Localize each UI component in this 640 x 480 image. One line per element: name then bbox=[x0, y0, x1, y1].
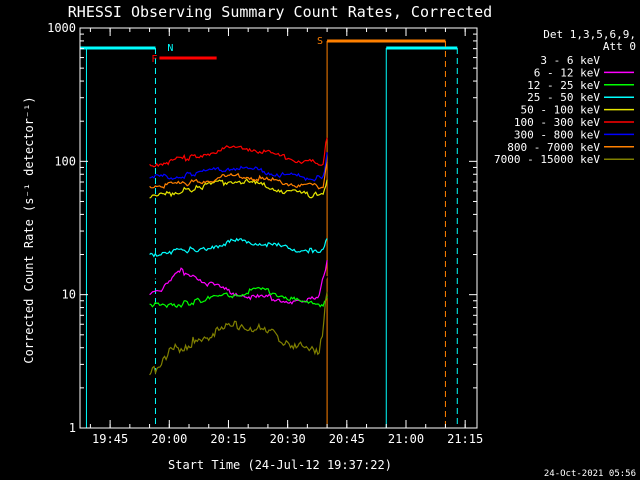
legend-label-8: 7000 - 15000 keV bbox=[494, 153, 600, 166]
axes: 1 10 100 1000 19:45 20:00 20:15 20:30 20:45 21:00… bbox=[47, 21, 483, 446]
series-6 bbox=[149, 152, 328, 182]
series-5 bbox=[149, 137, 328, 168]
x-tick-label-5: 21:00 bbox=[388, 432, 424, 446]
legend-label-0: 3 - 6 keV bbox=[540, 54, 600, 67]
legend-header-det: Det 1,3,5,6,9, bbox=[543, 28, 636, 41]
series-line-3 bbox=[149, 237, 328, 258]
legend-label-7: 800 - 7000 keV bbox=[507, 141, 600, 154]
legend-label-4: 50 - 100 keV bbox=[521, 104, 601, 117]
series-7 bbox=[149, 162, 328, 190]
series-line-0 bbox=[149, 236, 328, 360]
y-axis-label: Corrected Count Rate (s⁻¹ detector⁻¹) bbox=[22, 96, 36, 363]
legend-label-1: 6 - 12 keV bbox=[534, 66, 601, 79]
chart-title: RHESSI Observing Summary Count Rates, Co… bbox=[68, 3, 492, 21]
footer-timestamp: 24-Oct-2021 05:56 bbox=[544, 469, 636, 479]
x-tick-label-6: 21:15 bbox=[447, 432, 483, 446]
y-tick-label-3: 1000 bbox=[47, 21, 76, 35]
x-tick-label-2: 20:15 bbox=[210, 432, 246, 446]
y-tick-label-2: 100 bbox=[54, 154, 76, 168]
x-tick-label-3: 20:30 bbox=[270, 432, 306, 446]
series-3 bbox=[149, 237, 328, 258]
legend-label-2: 12 - 25 keV bbox=[527, 79, 600, 92]
series-line-6 bbox=[149, 152, 328, 182]
series-4 bbox=[149, 178, 328, 199]
x-tick-label-1: 20:00 bbox=[151, 432, 187, 446]
series-1 bbox=[149, 260, 328, 305]
series-line-1 bbox=[149, 260, 328, 305]
x-tick-label-0: 19:45 bbox=[92, 432, 128, 446]
series-line-2 bbox=[149, 286, 328, 309]
series-0 bbox=[149, 236, 328, 360]
legend-label-6: 300 - 800 keV bbox=[514, 128, 600, 141]
plot-area: NF S bbox=[80, 36, 458, 428]
y-tick-label-1: 10 bbox=[62, 288, 76, 302]
y-tick-label-0: 1 bbox=[69, 421, 76, 435]
annotation-s: S bbox=[317, 36, 323, 47]
legend-header-att: Att 0 bbox=[603, 40, 636, 53]
series-8 bbox=[149, 291, 328, 376]
annotation-n: N bbox=[167, 43, 173, 54]
x-axis-label: Start Time (24-Jul-12 19:37:22) bbox=[168, 458, 392, 472]
series-line-4 bbox=[149, 178, 328, 199]
x-tick-label-4: 20:45 bbox=[329, 432, 365, 446]
annotation-f: F bbox=[151, 54, 157, 65]
series-line-7 bbox=[149, 162, 328, 190]
series-line-8 bbox=[149, 291, 328, 376]
plot-frame bbox=[79, 27, 478, 429]
legend-label-3: 25 - 50 keV bbox=[527, 91, 600, 104]
legend-label-5: 100 - 300 keV bbox=[514, 116, 600, 129]
series-line-5 bbox=[149, 137, 328, 168]
series-2 bbox=[149, 286, 328, 309]
